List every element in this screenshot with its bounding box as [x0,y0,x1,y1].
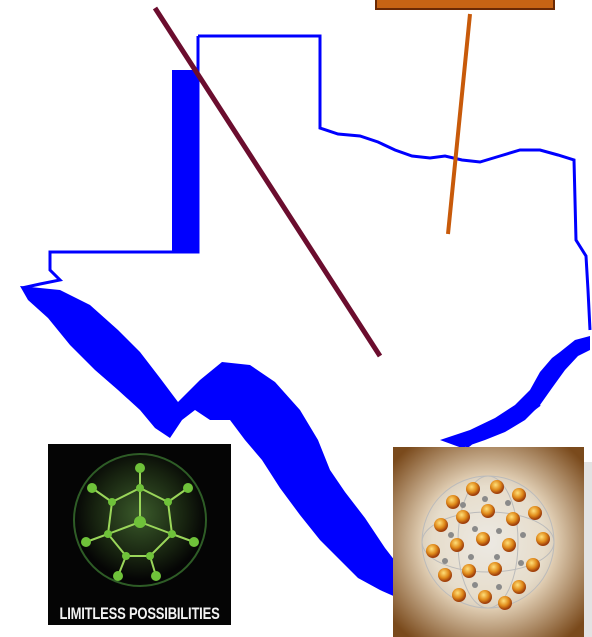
label-tag-box [375,0,555,10]
image-caption: LIMITLESS POSSIBILITIES [59,604,220,623]
pointer-line-orange [446,13,472,235]
gray-side-panel [584,462,592,637]
fullerene-image [393,447,584,637]
fullerene-sphere-icon [393,447,584,637]
texas-outline [21,34,592,331]
green-molecule-icon [73,453,207,587]
coast-line [459,404,541,453]
pointer-line-dark [152,6,383,358]
panhandle-shadow [172,70,198,252]
gulf-coast-band [440,336,590,448]
rio-grande-band [20,286,402,598]
molecule-image: LIMITLESS POSSIBILITIES [48,444,231,625]
